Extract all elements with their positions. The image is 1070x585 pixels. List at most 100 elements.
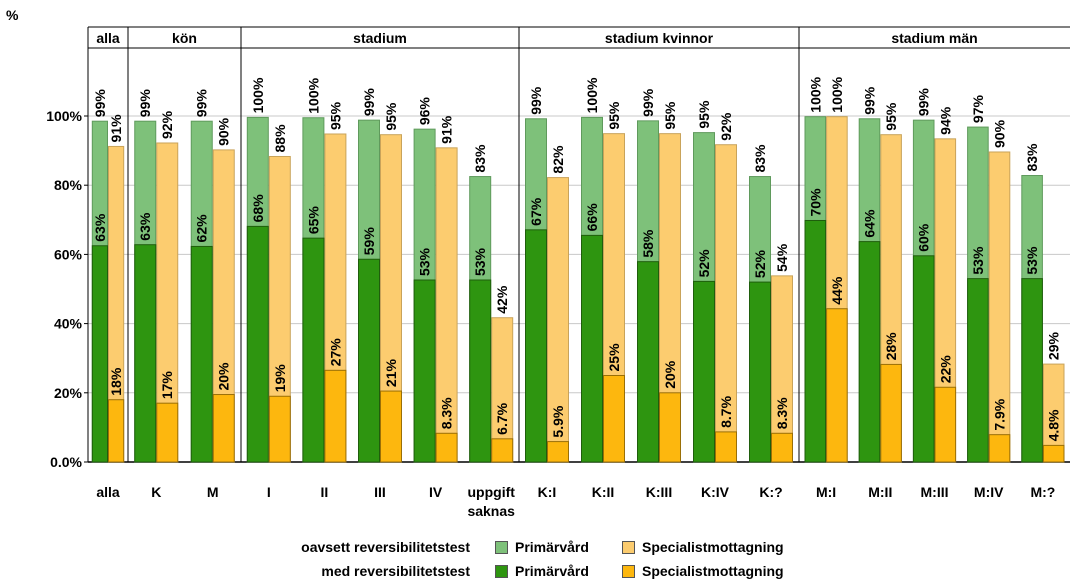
data-label: 21% — [383, 358, 399, 387]
legend-label-specialist-light: Specialistmottagning — [642, 539, 784, 555]
x-tick-label: I — [267, 484, 271, 500]
data-label: 42% — [494, 285, 510, 314]
x-tick-label: K:I — [538, 484, 557, 500]
y-tick-label: 0.0% — [50, 454, 82, 470]
data-label: 99% — [862, 86, 878, 115]
y-axis-label: % — [6, 7, 19, 23]
data-label: 6.7% — [494, 402, 510, 434]
data-label: 99% — [640, 88, 656, 117]
x-tick-label: alla — [96, 484, 120, 500]
data-label: 63% — [92, 213, 108, 242]
y-tick-label: 20% — [54, 385, 83, 401]
legend-swatch-primarvard-dark — [495, 564, 508, 578]
data-label: 17% — [159, 371, 175, 400]
data-label: 18% — [108, 367, 124, 396]
bar-specialist-med — [268, 395, 291, 463]
y-tick-label: 40% — [54, 316, 83, 332]
data-label: 53% — [472, 247, 488, 276]
group-header-label: stadium kvinnor — [605, 30, 714, 46]
x-tick-label: K:III — [646, 484, 672, 500]
bar-primarvard-med — [190, 245, 213, 463]
bar-specialist-med — [212, 394, 235, 463]
data-label: 19% — [272, 364, 288, 393]
data-label: 63% — [137, 212, 153, 241]
x-tick-label: M:III — [921, 484, 949, 500]
legend-item-specialist-dark: Specialistmottagning — [622, 563, 784, 579]
data-label: 5.9% — [550, 405, 566, 437]
bar-specialist-med — [1042, 444, 1065, 463]
x-tick-label: K:IV — [701, 484, 730, 500]
y-tick-label: 80% — [54, 177, 83, 193]
bar-specialist-med — [491, 438, 514, 463]
data-label: 91% — [108, 114, 124, 143]
data-label: 97% — [970, 94, 986, 123]
x-tick-label: K:? — [759, 484, 782, 500]
bar-primarvard-med — [749, 281, 771, 463]
data-label: 100% — [305, 77, 321, 113]
data-label: 95% — [327, 101, 343, 130]
bar-chart: 0.0% 20% 40% 60% 80% 100%% alla kön stadium stadi… — [6, 7, 1070, 519]
data-label: 8.3% — [774, 397, 790, 429]
bar-primarvard-med — [91, 245, 109, 463]
data-label: 92% — [159, 110, 175, 139]
bar-primarvard-med — [246, 225, 269, 463]
data-label: 96% — [417, 97, 433, 126]
data-label: 82% — [550, 145, 566, 174]
x-tick-label: M — [207, 484, 219, 500]
x-tick-label: IV — [429, 484, 443, 500]
bar-primarvard-med — [469, 279, 492, 463]
data-label: 29% — [1046, 332, 1062, 361]
data-label: 44% — [829, 276, 845, 305]
legend-title-med: med reversibilitetstest — [321, 563, 470, 579]
legend-swatch-specialist-light — [622, 540, 635, 554]
data-label: 20% — [662, 360, 678, 389]
data-label: 52% — [696, 249, 712, 278]
legend-label-primarvard-dark: Primärvård — [515, 563, 589, 579]
data-label: 7.9% — [991, 398, 1007, 430]
data-label: 66% — [584, 203, 600, 232]
data-label: 67% — [528, 197, 544, 226]
data-label: 99% — [92, 89, 108, 118]
legend-title-oavsett: oavsett reversibilitetstest — [301, 539, 470, 555]
data-label: 4.8% — [1046, 409, 1062, 441]
data-label: 68% — [250, 194, 266, 223]
data-label: 92% — [718, 112, 734, 141]
bar-specialist-med — [324, 369, 347, 463]
data-label: 60% — [916, 223, 932, 252]
data-label: 58% — [640, 229, 656, 258]
data-label: 20% — [216, 362, 232, 391]
bar-primarvard-med — [967, 278, 989, 463]
x-tick-label: M:IV — [974, 484, 1004, 500]
group-header-label: stadium män — [891, 30, 977, 46]
data-label: 64% — [862, 209, 878, 238]
data-label: 95% — [662, 101, 678, 130]
data-label: 53% — [417, 247, 433, 276]
x-tick-label: II — [321, 484, 329, 500]
bar-primarvard-med — [693, 280, 715, 463]
x-tick-label: M:II — [868, 484, 892, 500]
data-label: 8.3% — [439, 397, 455, 429]
data-label: 25% — [606, 343, 622, 372]
data-label: 100% — [829, 76, 845, 112]
legend-item-primarvard-light: Primärvård — [495, 539, 589, 555]
data-label: 83% — [1024, 143, 1040, 172]
data-label: 95% — [606, 101, 622, 130]
x-tick-label: III — [374, 484, 386, 500]
legend-item-specialist-light: Specialistmottagning — [622, 539, 784, 555]
data-label: 83% — [472, 144, 488, 173]
legend-row-med: med reversibilitetstest Primärvård Speci… — [0, 561, 1070, 583]
data-label: 27% — [327, 338, 343, 367]
group-header-label: alla — [96, 30, 120, 46]
bar-specialist-med — [934, 386, 957, 463]
data-label: 59% — [361, 227, 377, 256]
legend-swatch-primarvard-light — [495, 540, 508, 554]
data-label: 53% — [970, 246, 986, 275]
y-tick-label: 100% — [46, 108, 82, 124]
data-label: 8.7% — [718, 395, 734, 427]
x-tick-label: uppgift — [467, 484, 515, 500]
bar-primarvard-med — [525, 229, 547, 463]
bar-specialist-med — [988, 434, 1011, 463]
data-label: 99% — [361, 88, 377, 117]
data-label: 100% — [584, 77, 600, 113]
group-header-label: kön — [172, 30, 197, 46]
